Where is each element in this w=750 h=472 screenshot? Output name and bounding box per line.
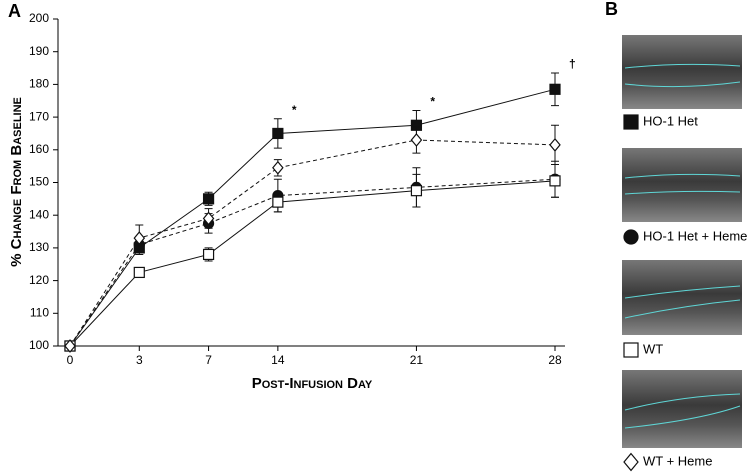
marker [272,196,284,208]
y-tick-label: 150 [29,175,49,189]
y-tick-label: 180 [29,77,49,91]
y-tick-label: 130 [29,240,49,254]
marker [202,211,215,226]
vessel-trace [624,173,741,195]
ultrasound-image [622,35,742,109]
series-line [69,180,556,347]
marker [133,231,146,246]
y-tick-label: 110 [30,305,49,319]
x-tick-label: 28 [548,353,562,367]
marker [623,114,639,130]
marker [202,248,215,261]
marker [623,229,639,245]
marker [272,160,284,175]
marker [410,185,423,197]
panel-label: A [8,1,21,21]
vessel-trace [624,63,741,88]
y-tick-label: 170 [29,109,49,123]
marker [623,342,639,358]
marker [202,193,215,205]
significance-mark: * [430,95,435,109]
legend-label: WT [643,341,663,356]
marker [64,339,76,353]
series-line [69,178,556,347]
ultrasound-images [622,35,742,448]
x-tick-label: 0 [67,353,74,367]
y-tick-label: 120 [29,273,49,287]
x-tick-label: 21 [410,353,424,367]
marker [549,175,561,187]
marker [623,452,639,472]
marker [410,133,423,147]
y-tick-label: 190 [29,44,49,58]
marker [549,137,561,152]
significance-mark: † [569,57,576,71]
vessel-trace [624,393,741,429]
x-axis-label: Post-Infusion Day [252,375,373,392]
marker [549,83,561,95]
series-line [69,139,556,347]
marker [272,127,284,140]
marker [133,266,145,279]
ultrasound-image [622,260,742,335]
ultrasound-image [622,370,742,448]
x-tick-label: 3 [136,353,143,367]
legend-label: WT + Heme [643,453,712,468]
significance-mark: * [292,103,297,117]
legend-label: HO-1 Het [643,113,698,128]
series-line [69,88,556,347]
ultrasound-image [622,148,742,222]
x-tick-label: 14 [271,353,285,367]
vessel-trace [624,285,741,319]
y-tick-label: 140 [29,207,49,221]
legend-label: HO-1 Het + Heme [643,228,747,243]
panel-label: B [605,0,618,19]
y-axis-label: % Change From Baseline [8,97,25,267]
y-tick-label: 200 [29,11,49,25]
y-tick-label: 160 [29,142,49,156]
x-tick-label: 7 [205,353,212,367]
y-tick-label: 100 [29,338,49,352]
